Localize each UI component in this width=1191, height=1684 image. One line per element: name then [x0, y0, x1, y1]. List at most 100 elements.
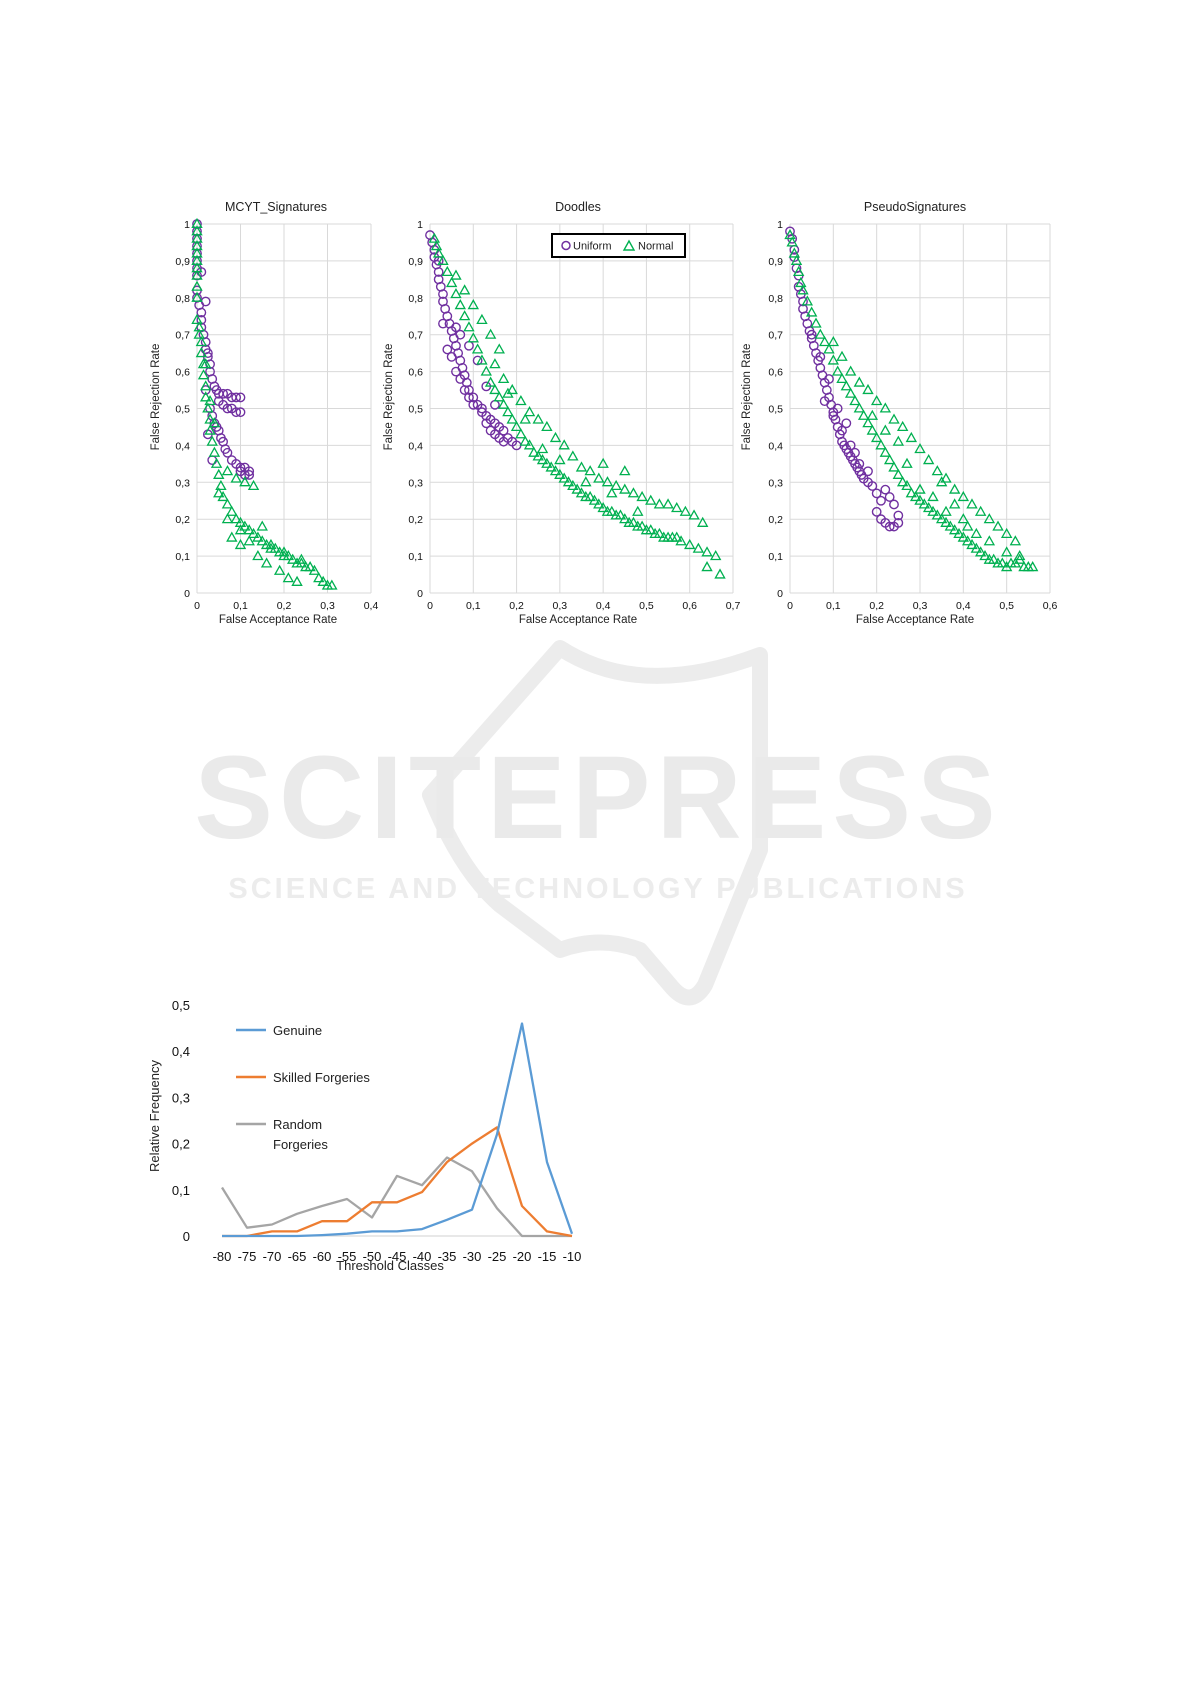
chart-mcyt-signatures: MCYT_Signatures False Acceptance Rate Fa… — [150, 200, 378, 626]
data-point — [450, 287, 462, 299]
data-point — [213, 468, 225, 479]
data-point — [819, 396, 830, 407]
data-point — [442, 344, 453, 355]
data-point — [901, 479, 913, 491]
y-tick-label: 0,4 — [408, 440, 423, 452]
data-point — [853, 376, 866, 387]
y-tick-label: 0,5 — [768, 404, 783, 416]
data-point — [935, 513, 948, 524]
data-point — [221, 498, 234, 509]
chart-title: MCYT_Signatures — [225, 200, 327, 214]
data-point — [326, 579, 338, 590]
data-point — [1000, 527, 1013, 539]
y-axis-label: Relative Frequency — [147, 1060, 162, 1172]
legend-random-label-line1: Random — [273, 1117, 322, 1132]
y-tick-label: 0,9 — [408, 256, 423, 268]
data-point — [558, 439, 570, 450]
data-point — [231, 392, 242, 403]
y-tick-label: 0,7 — [408, 330, 423, 342]
data-point — [446, 351, 457, 362]
y-tick-label: 0,2 — [172, 1137, 190, 1152]
data-point — [445, 276, 458, 288]
data-point — [317, 575, 329, 586]
series-line-genuine — [222, 1022, 574, 1238]
data-point — [226, 531, 238, 542]
data-point — [927, 490, 939, 502]
data-point — [541, 420, 553, 431]
data-point — [308, 564, 321, 575]
legend: Uniform Normal — [551, 233, 686, 258]
data-point — [222, 447, 233, 458]
data-point — [532, 450, 544, 461]
data-point — [786, 236, 798, 247]
data-point — [844, 365, 857, 376]
y-tick-label: 1 — [777, 219, 783, 231]
data-point — [983, 513, 996, 524]
y-tick-label: 0,1 — [175, 551, 190, 563]
data-point — [193, 328, 205, 339]
y-tick-label: 0,1 — [408, 551, 423, 563]
data-point — [901, 457, 913, 468]
data-point — [597, 502, 609, 513]
data-point — [541, 457, 553, 468]
data-point — [506, 383, 518, 395]
y-tick-label: 1 — [184, 219, 190, 231]
x-tick-label: 0,1 — [233, 600, 248, 612]
data-point — [545, 461, 557, 472]
x-tick-label: 0,2 — [869, 600, 884, 612]
data-point — [653, 498, 666, 509]
data-point — [247, 527, 260, 539]
data-point — [489, 358, 501, 369]
data-point — [235, 392, 246, 403]
data-point — [966, 538, 978, 550]
data-point — [575, 461, 588, 472]
x-tick-label: -70 — [263, 1249, 282, 1264]
data-point — [948, 524, 961, 535]
data-point — [498, 436, 509, 447]
y-tick-label: 0,1 — [768, 551, 783, 563]
x-tick-label: 0,6 — [682, 600, 697, 612]
data-point — [696, 516, 709, 527]
data-point — [243, 524, 255, 535]
data-point — [957, 513, 970, 524]
data-point — [970, 542, 983, 553]
data-point — [918, 498, 931, 509]
chart-title: Doodles — [555, 200, 601, 214]
data-point — [845, 440, 856, 451]
data-point — [788, 247, 801, 258]
data-point — [243, 535, 255, 546]
data-point — [464, 340, 474, 351]
legend-uniform-label: Uniform — [573, 241, 612, 253]
series-line-skilled-forgeries — [222, 1126, 573, 1238]
data-point — [304, 561, 316, 572]
x-tick-label: 0,5 — [999, 600, 1014, 612]
data-point — [454, 299, 467, 310]
data-point — [795, 276, 807, 288]
y-tick-label: 0,4 — [175, 440, 190, 452]
x-tick-label: -45 — [388, 1249, 407, 1264]
x-tick-label: 0,3 — [553, 600, 568, 612]
data-point — [199, 391, 212, 402]
y-tick-label: 0,1 — [172, 1183, 190, 1198]
data-point — [235, 462, 246, 473]
data-point — [840, 380, 853, 391]
legend-genuine-label: Genuine — [273, 1023, 322, 1038]
data-point — [260, 557, 273, 568]
data-point — [876, 495, 886, 506]
data-point — [645, 524, 657, 535]
data-point — [226, 505, 238, 516]
data-point — [208, 446, 221, 457]
data-point — [610, 479, 622, 491]
y-tick-label: 0,8 — [408, 293, 423, 305]
y-tick-label: 0,9 — [175, 256, 190, 268]
x-tick-label: 0,4 — [364, 600, 379, 612]
data-point — [948, 498, 961, 509]
chart-title: PseudoSignatures — [864, 200, 966, 214]
data-point — [931, 465, 944, 476]
data-point — [235, 407, 246, 418]
legend-normal-label: Normal — [638, 241, 673, 253]
data-point — [593, 472, 605, 483]
x-tick-label: -65 — [288, 1249, 307, 1264]
data-point — [879, 402, 892, 413]
grid — [429, 223, 734, 594]
